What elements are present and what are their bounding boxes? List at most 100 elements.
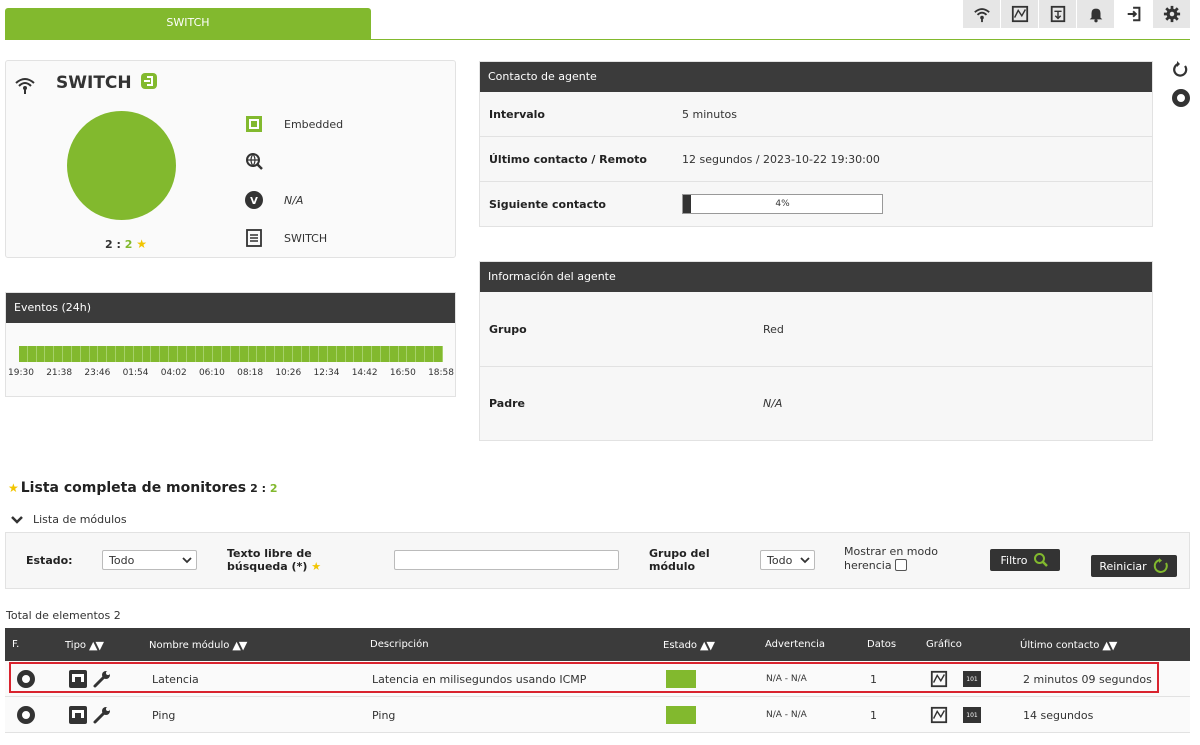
event-segment[interactable]	[398, 346, 408, 362]
event-segment[interactable]	[54, 346, 64, 362]
col-ultimo[interactable]: Último contacto ▲▼	[1020, 639, 1117, 652]
col-nombre[interactable]: Nombre módulo ▲▼	[149, 639, 247, 652]
event-segment[interactable]	[151, 346, 161, 362]
table-row[interactable]: Latencia Latencia en milisegundos usando…	[5, 661, 1190, 697]
event-segment[interactable]	[336, 346, 346, 362]
event-segment[interactable]	[133, 346, 143, 362]
sort-icon[interactable]: ▲▼	[232, 639, 247, 652]
event-segment[interactable]	[177, 346, 187, 362]
event-segment[interactable]	[275, 346, 284, 362]
event-segment[interactable]	[27, 346, 37, 362]
event-segment[interactable]	[363, 346, 373, 362]
last-contact-value: 12 segundos / 2023-10-22 19:30:00	[682, 152, 880, 166]
events-tick: 18:58	[428, 368, 454, 378]
interval-value: 5 minutos	[682, 107, 737, 121]
event-segment[interactable]	[222, 346, 231, 362]
toolbar-wifi-button[interactable]	[962, 0, 1000, 28]
event-segment[interactable]	[310, 346, 320, 362]
table-row[interactable]: Ping Ping N/A - N/A 1 101 14 segundos	[5, 697, 1190, 733]
event-segment[interactable]	[416, 346, 426, 362]
event-segment[interactable]	[239, 346, 249, 362]
module-type-cell	[68, 661, 112, 697]
event-segment[interactable]	[107, 346, 117, 362]
event-segment[interactable]	[124, 346, 134, 362]
toolbar-login-button[interactable]	[1114, 0, 1152, 28]
toolbar-module-button[interactable]	[1038, 0, 1076, 28]
contact-last-row: Último contacto / Remoto 12 segundos / 2…	[480, 137, 1152, 182]
inherit-label: Mostrar en modo herencia	[844, 545, 938, 572]
toolbar-settings-button[interactable]	[1152, 0, 1190, 28]
raw-data-icon[interactable]: 101	[963, 671, 981, 687]
search-input[interactable]	[394, 550, 619, 570]
parent-label: Padre	[489, 397, 525, 410]
event-segment[interactable]	[98, 346, 108, 362]
event-segment[interactable]	[425, 346, 434, 362]
raw-data-icon[interactable]: 101	[963, 707, 981, 723]
event-segment[interactable]	[301, 346, 311, 362]
event-segment[interactable]	[407, 346, 417, 362]
event-segment[interactable]	[345, 346, 355, 362]
event-segment[interactable]	[389, 346, 399, 362]
module-last-contact: 2 minutos 09 segundos	[1023, 672, 1152, 686]
event-segment[interactable]	[63, 346, 72, 362]
group-label: Grupo	[489, 322, 527, 336]
event-segment[interactable]	[354, 346, 364, 362]
event-segment[interactable]	[213, 346, 223, 362]
event-segment[interactable]	[204, 346, 214, 362]
event-segment[interactable]	[283, 346, 293, 362]
col-estado[interactable]: Estado ▲▼	[663, 639, 715, 652]
inherit-checkbox[interactable]	[895, 559, 908, 571]
event-segment[interactable]	[116, 346, 125, 362]
filter-button[interactable]: Filtro	[990, 549, 1060, 571]
toolbar-chart-button[interactable]	[1000, 0, 1038, 28]
event-segment[interactable]	[186, 346, 196, 362]
sort-icon[interactable]: ▲▼	[700, 639, 715, 652]
event-segment[interactable]	[71, 346, 81, 362]
module-status-ring-icon[interactable]	[17, 670, 35, 688]
refresh-icon	[1153, 558, 1168, 573]
event-segment[interactable]	[36, 346, 46, 362]
agent-version-row: V N/A	[244, 190, 303, 210]
tab-underline	[5, 39, 1190, 40]
status-ring-icon[interactable]	[1172, 89, 1190, 107]
chart-icon[interactable]	[930, 670, 948, 688]
event-segment[interactable]	[160, 346, 170, 362]
wrench-icon[interactable]	[92, 705, 112, 725]
module-status-ring-icon[interactable]	[17, 706, 35, 724]
estado-select[interactable]: Todo	[102, 550, 197, 570]
col-tipo[interactable]: Tipo ▲▼	[65, 639, 104, 652]
event-segment[interactable]	[89, 346, 99, 362]
event-segment[interactable]	[433, 346, 443, 362]
event-segment[interactable]	[380, 346, 390, 362]
event-segment[interactable]	[230, 346, 240, 362]
event-segment[interactable]	[292, 346, 302, 362]
chart-icon[interactable]	[930, 706, 948, 724]
event-segment[interactable]	[257, 346, 267, 362]
group-select[interactable]: Todo	[760, 550, 815, 570]
events-tick: 14:42	[351, 368, 378, 378]
events-timeline-bar[interactable]	[19, 346, 443, 362]
event-segment[interactable]	[169, 346, 178, 362]
event-segment[interactable]	[266, 346, 276, 362]
wrench-icon[interactable]	[92, 669, 112, 689]
sort-icon[interactable]: ▲▼	[89, 639, 104, 652]
sort-icon[interactable]: ▲▼	[1102, 639, 1117, 652]
event-segment[interactable]	[372, 346, 381, 362]
agent-alias-row: SWITCH	[244, 228, 327, 248]
event-segment[interactable]	[319, 346, 328, 362]
agent-contact-card: Contacto de agente Intervalo 5 minutos Ú…	[479, 61, 1153, 227]
event-segment[interactable]	[327, 346, 337, 362]
refresh-icon[interactable]	[1170, 60, 1190, 80]
wifi-icon	[15, 78, 35, 94]
modules-list-toggle[interactable]: Lista de módulos	[10, 513, 127, 526]
toolbar-bell-button[interactable]	[1076, 0, 1114, 28]
tab-switch[interactable]: SWITCH	[5, 8, 371, 40]
events-tick: 21:38	[46, 368, 73, 378]
event-segment[interactable]	[45, 346, 55, 362]
event-segment[interactable]	[142, 346, 152, 362]
event-segment[interactable]	[80, 346, 90, 362]
event-segment[interactable]	[195, 346, 205, 362]
event-segment[interactable]	[19, 346, 28, 362]
reset-button[interactable]: Reiniciar	[1091, 555, 1177, 577]
event-segment[interactable]	[248, 346, 258, 362]
